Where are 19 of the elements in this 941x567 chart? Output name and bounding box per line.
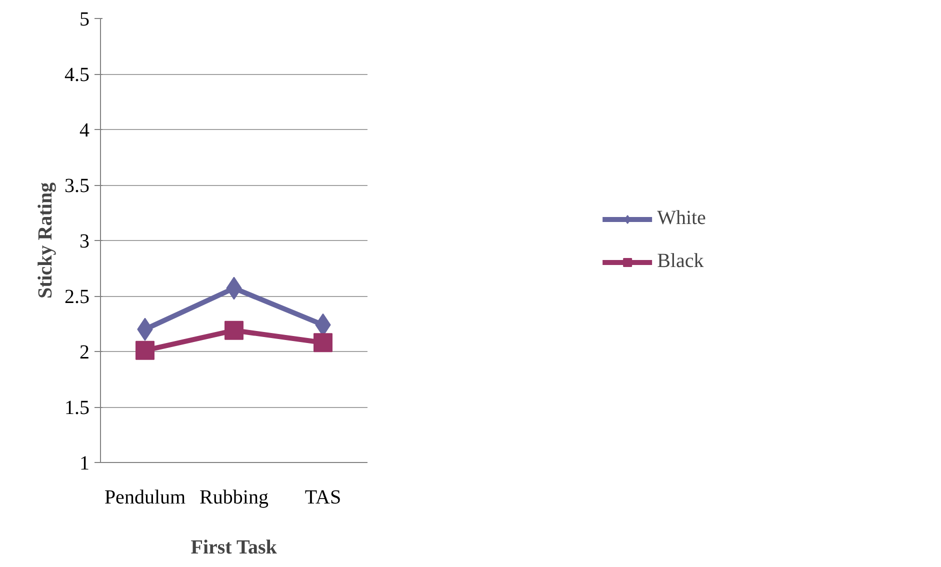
y-tick-label: 1: [80, 452, 90, 474]
point: [224, 320, 244, 340]
y-tick-label: 3.5: [64, 175, 90, 197]
y-tick-label: 2.5: [64, 286, 90, 308]
x-tick-label: Rubbing: [200, 486, 268, 508]
x-tick-label: Pendulum: [104, 486, 186, 508]
y-tick-label: 3: [80, 230, 90, 252]
x-axis-title: First Task: [190, 536, 278, 558]
y-tick-label: 5: [80, 8, 90, 30]
legend-label: White: [657, 207, 706, 230]
point: [314, 333, 332, 352]
y-tick-label: 2: [80, 342, 90, 364]
legend-label: Black: [657, 250, 704, 273]
x-tick-label: TAS: [304, 486, 342, 508]
y-axis-title: Sticky Rating: [34, 182, 56, 299]
point: [136, 340, 154, 360]
y-tick-label: 4.5: [64, 64, 90, 86]
y-tick-label: 1.5: [64, 397, 90, 419]
y-tick-label: 4: [80, 120, 90, 142]
